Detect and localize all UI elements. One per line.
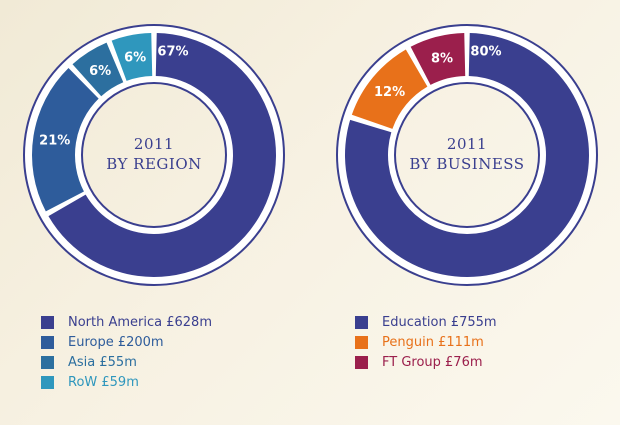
slice-europe [31,67,99,212]
slice-label-penguin: 12% [374,85,405,100]
legend-swatch [41,355,54,369]
legend-business: Education £755m Penguin £111m FT Group £76… [355,312,497,372]
legend-label: Asia £55m [68,354,137,370]
slice-ft-group [410,33,466,85]
slice-label-north-america: 67% [157,45,188,60]
legend-item: North America £628m [41,312,212,332]
slice-label-education: 80% [470,45,501,60]
slice-education [344,33,589,277]
donut-outer-ring [23,24,285,286]
legend-label: Europe £200m [68,334,164,350]
legend-swatch [41,335,54,349]
slice-row [111,33,153,81]
center-title-line-1: BY REGION [106,155,202,173]
legend-label: Penguin £111m [382,334,484,350]
legend-swatch [355,335,368,349]
legend-swatch [41,375,54,389]
legend-label: North America £628m [68,314,212,330]
legend-item: FT Group £76m [355,352,497,372]
donut-chart-1: 80% 12% 8% 2011 BY BUSINESS [336,24,598,286]
legend-swatch [41,315,54,329]
center-title-line-0: 2011 [447,135,487,153]
legend-label: RoW £59m [68,374,139,390]
donut-chart-0: 67% 21% 6% 6% 2011 BY REGION [23,24,285,286]
donut-inner-ring [81,82,227,228]
center-title-line-0: 2011 [134,135,174,153]
legend-item: Penguin £111m [355,332,497,352]
slice-label-europe: 21% [39,133,70,148]
center-title-line-1: BY BUSINESS [409,155,524,173]
legend-item: Education £755m [355,312,497,332]
legend-region: North America £628m Europe £200m Asia £55m… [41,312,212,392]
legend-item: Europe £200m [41,332,212,352]
legend-swatch [355,315,368,329]
slice-penguin [351,49,428,129]
donut-outer-ring [336,24,598,286]
slice-label-row: 6% [124,50,146,65]
legend-swatch [355,355,368,369]
donut-inner-ring [394,82,540,228]
legend-label: Education £755m [382,314,497,330]
slice-north-america [48,33,277,277]
legend-item: RoW £59m [41,372,212,392]
legend-item: Asia £55m [41,352,212,372]
legend-label: FT Group £76m [382,354,483,370]
slice-label-asia: 6% [89,64,111,79]
slice-label-ft-group: 8% [431,52,453,67]
slice-asia [72,42,124,97]
